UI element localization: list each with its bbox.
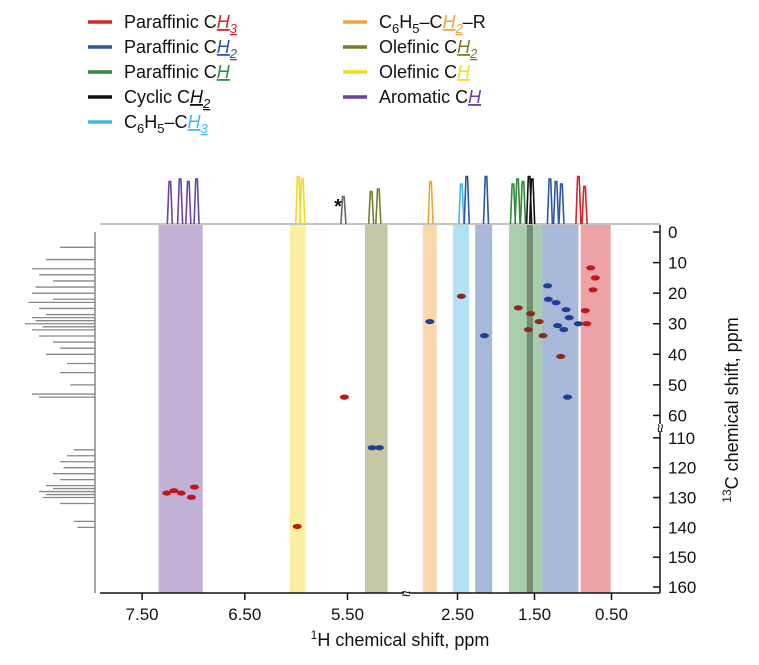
band: [509, 225, 543, 593]
cross-peak: [553, 322, 563, 329]
cross-peak: [162, 490, 172, 496]
x-tick-label: 1.50: [518, 605, 551, 624]
y-tick-label: 140: [668, 518, 696, 537]
y-tick-label: 60: [668, 406, 687, 425]
cross-peak: [563, 394, 573, 400]
projection-peak: [514, 178, 521, 225]
y-tick-label: 30: [668, 315, 687, 334]
projection-peak: [176, 178, 184, 225]
projection-peak: [482, 175, 490, 225]
band: [475, 225, 493, 593]
cross-peak: [559, 326, 569, 333]
cross-peak: [573, 321, 583, 327]
x-tick-label: 7.50: [126, 605, 159, 624]
cross-peak: [534, 318, 544, 325]
legend-label: Paraffinic CH: [124, 62, 231, 82]
band: [526, 225, 533, 593]
projection-peak: [340, 195, 347, 225]
cross-peak: [339, 394, 349, 400]
y-tick-label: 10: [668, 254, 687, 273]
projection-peak: [367, 190, 375, 225]
axis-break: ≈: [651, 424, 668, 433]
y-tick-label: 40: [668, 345, 687, 364]
legend-label: Olefinic CH: [379, 62, 471, 82]
cross-peak: [526, 311, 536, 317]
projection-peak: [463, 175, 471, 225]
cross-peak: [580, 307, 590, 314]
cross-peak: [189, 484, 199, 490]
band: [364, 225, 388, 593]
cross-peak: [543, 296, 553, 302]
cross-peak: [543, 283, 553, 289]
band: [422, 225, 437, 593]
axis-break: ≈: [402, 586, 411, 603]
projection-peak: [166, 180, 174, 225]
y-axis-label: 13C chemical shift, ppm: [720, 317, 742, 502]
legend-label: Paraffinic CH3: [124, 12, 238, 36]
y-tick-label: 0: [668, 223, 677, 242]
y-tick-label: 120: [668, 459, 696, 478]
x-tick-label: 2.50: [441, 605, 474, 624]
legend-label: Paraffinic CH2: [124, 37, 238, 61]
cross-peak: [590, 275, 600, 281]
cross-peak: [425, 318, 435, 325]
projection-peak: [193, 178, 200, 225]
cross-peak: [367, 445, 377, 451]
projection-peak: [375, 188, 382, 225]
cross-peak: [586, 265, 596, 271]
cross-peak: [176, 490, 186, 496]
x-tick-label: 0.50: [595, 605, 628, 624]
projection-peak: [575, 175, 582, 225]
cross-peak: [479, 333, 489, 339]
band: [542, 225, 579, 593]
projection-peak: [294, 175, 302, 225]
band-layer: [158, 225, 611, 593]
cross-peak: [538, 333, 548, 339]
band: [580, 225, 611, 593]
y-tick-label: 50: [668, 376, 687, 395]
y-tick-label: 110: [668, 429, 695, 448]
x-tick-label: 6.50: [228, 605, 261, 624]
x-axis-label: 1H chemical shift, ppm: [311, 628, 490, 650]
x-tick-label: 5.50: [331, 605, 364, 624]
cross-peak: [582, 321, 592, 327]
legend-label: Aromatic CH: [379, 87, 482, 107]
cross-peak: [523, 326, 533, 333]
projection-peak: [509, 183, 517, 225]
projection-peak: [519, 180, 527, 225]
projection-peak: [546, 178, 554, 225]
projection-peak: [528, 178, 536, 225]
y-tick-label: 20: [668, 284, 687, 303]
cross-peak: [588, 287, 598, 293]
annotation: *: [334, 196, 342, 218]
cross-peak: [564, 315, 574, 321]
cross-peak: [513, 305, 523, 311]
cross-peak: [556, 353, 566, 360]
projection-peak: [552, 180, 560, 225]
cross-peak: [456, 293, 466, 299]
legend-label: Cyclic CH2: [124, 87, 211, 111]
projection-peak: [427, 180, 434, 225]
legend-label: C6H5–CH2–R: [379, 12, 486, 36]
cross-peak: [292, 523, 302, 530]
cross-peak: [551, 300, 561, 306]
projection-peak: [581, 185, 588, 225]
projection-peak: [458, 183, 465, 225]
y-tick-label: 160: [668, 578, 696, 597]
projection-peak: [299, 178, 306, 225]
cross-peak: [561, 307, 571, 313]
band: [158, 225, 203, 593]
band: [290, 225, 306, 593]
legend-label: Olefinic CH2: [379, 37, 478, 61]
y-tick-label: 130: [668, 489, 696, 508]
y-tick-label: 150: [668, 548, 696, 567]
projection-peak: [558, 183, 565, 225]
band: [452, 225, 470, 593]
cross-peak: [169, 488, 179, 494]
cross-peak: [374, 445, 384, 451]
projection-peak: [185, 180, 192, 225]
legend-label: C6H5–CH3: [124, 112, 208, 136]
cross-peak: [186, 494, 196, 500]
